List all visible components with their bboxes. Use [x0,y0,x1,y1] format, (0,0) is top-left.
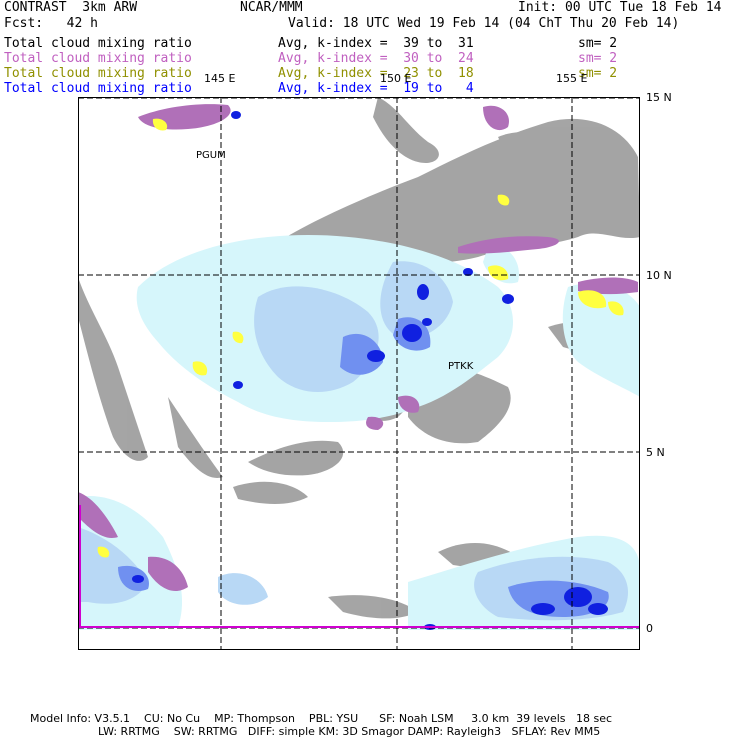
station-label-ptkk: PTKK [448,361,474,372]
valid-time: Valid: 18 UTC Wed 19 Feb 14 (04 ChT Thu … [288,16,680,31]
field-name-4: Total cloud mixing ratio [4,81,192,96]
org-label: NCAR/MMM [240,0,303,15]
field-avg-4: Avg, k-index = 19 to 4 [278,81,474,96]
lon-label-155e: 155 E [556,72,588,85]
forecast-hour: Fcst: 42 h [4,16,98,31]
lat-label-10n: 10 N [646,269,672,282]
field-avg-3: Avg, k-index = 23 to 18 [278,66,474,81]
model-info-line1: Model Info: V3.5.1 CU: No Cu MP: Thompso… [30,712,613,725]
field-name-3: Total cloud mixing ratio [4,66,192,81]
forecast-map: PGUM PTKK [78,97,640,650]
field-avg-2: Avg, k-index = 30 to 24 [278,51,474,66]
field-name-2: Total cloud mixing ratio [4,51,192,66]
field-avg-1: Avg, k-index = 39 to 31 [278,36,474,51]
lon-label-150e: 150 E [380,72,412,85]
lat-label-0: 0 [646,622,653,635]
product-title: CONTRAST 3km ARW [4,0,138,15]
lon-label-145e: 145 E [204,72,236,85]
field-name-1: Total cloud mixing ratio [4,36,192,51]
cloud-field-canvas [78,97,640,650]
field-sm-1: sm= 2 [578,36,618,51]
lat-label-5n: 5 N [646,446,665,459]
model-info-line2: LW: RRTMG SW: RRTMG DIFF: simple KM: 3D … [98,725,601,738]
field-sm-3: sm= 2 [578,66,618,81]
darkblue-cloud-cores [132,111,608,630]
station-label-pgum: PGUM [196,150,226,161]
domain-boundary-line [79,505,640,628]
field-sm-2: sm= 2 [578,51,618,66]
lat-label-15n: 15 N [646,91,672,104]
init-time: Init: 00 UTC Tue 18 Feb 14 [518,0,722,15]
yellow-cloud-field [97,118,624,558]
